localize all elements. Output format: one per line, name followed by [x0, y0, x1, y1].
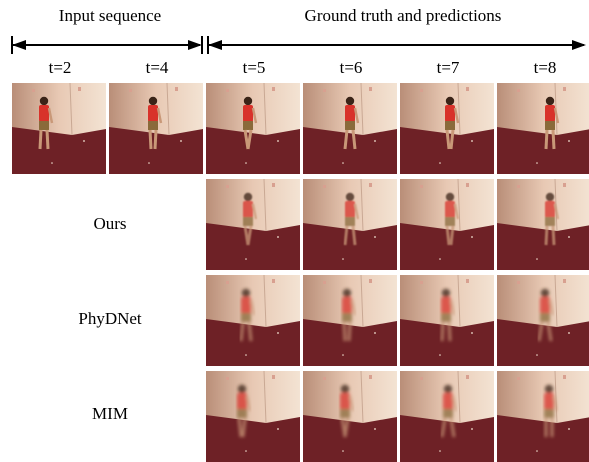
video-frame — [400, 83, 494, 174]
time-label: t=2 — [48, 58, 72, 77]
row-label-ours: Ours — [93, 214, 127, 233]
video-frame — [12, 83, 106, 174]
video-frame — [109, 83, 203, 174]
gt-arrow-right-head — [572, 40, 586, 50]
video-frame — [206, 371, 300, 462]
video-frame — [400, 371, 494, 462]
video-frame — [400, 275, 494, 366]
video-frame — [206, 275, 300, 366]
time-label: t=8 — [533, 58, 557, 77]
video-frame — [497, 371, 589, 462]
gt-arrow-left-head — [208, 40, 222, 50]
video-frame — [303, 275, 397, 366]
video-frame — [303, 83, 397, 174]
input-arrow-left-head — [12, 40, 26, 50]
time-label: t=6 — [339, 58, 363, 77]
ground-truth-title: Ground truth and predictions — [304, 6, 502, 25]
time-label: t=7 — [436, 58, 460, 77]
timeline-arrows — [11, 36, 586, 54]
input-sequence-title: Input sequence — [58, 6, 162, 25]
video-frame — [497, 275, 589, 366]
input-arrow-right-head — [188, 40, 202, 50]
video-frame — [206, 83, 300, 174]
video-frame — [400, 179, 494, 270]
row-label-phydnet: PhyDNet — [78, 309, 142, 328]
time-label: t=4 — [145, 58, 169, 77]
video-frame — [303, 371, 397, 462]
video-frame — [497, 179, 589, 270]
row-label-mim: MIM — [92, 404, 128, 423]
video-frame — [303, 179, 397, 270]
video-frame — [497, 83, 589, 174]
video-frame — [206, 179, 300, 270]
time-label: t=5 — [242, 58, 266, 77]
